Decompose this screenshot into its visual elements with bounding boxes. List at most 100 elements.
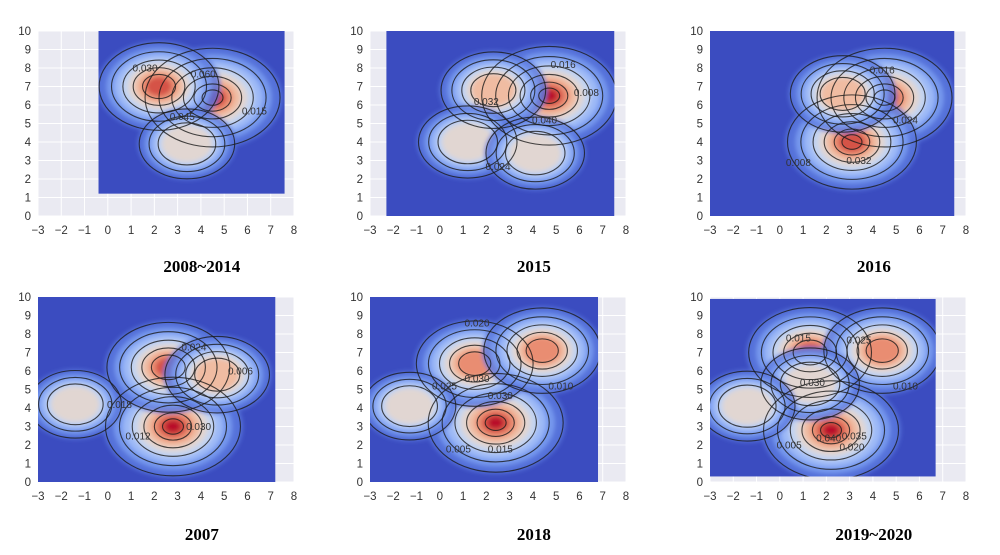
- contour-line: [144, 47, 281, 148]
- contour-line: [437, 119, 499, 165]
- y-tick-label: 9: [25, 45, 31, 57]
- y-tick-label: 9: [357, 45, 363, 57]
- density-fill: [370, 306, 599, 474]
- x-tick-label: 7: [268, 491, 274, 503]
- panel-2015: 0.016 0.032 0.040 0.008 0.024 −3 −2 −1 0 1 2 3 4 5 6 7 8…: [350, 26, 629, 276]
- x-tick-label: 0: [777, 225, 783, 237]
- contour-line: [194, 357, 241, 392]
- y-tick-label: 6: [25, 366, 31, 378]
- y-tick-label: 1: [697, 459, 703, 471]
- contour-line: [461, 66, 526, 114]
- panel-2016: 0.016 0.024 0.008 0.032 −3 −2 −1 0 1 2 3 4 5 6 7 8 0 1 2 3 4…: [690, 26, 969, 276]
- density-layer: [710, 31, 955, 216]
- y-tick-label: 3: [25, 422, 31, 434]
- density-band: [784, 365, 836, 403]
- contour-line: [779, 361, 841, 407]
- tick-labels: −3 −2 −1 0 1 2 3 4 5 6 7 8 0 1 2 3 4 5 6 7 8 9 10: [350, 26, 629, 237]
- y-tick-label: 3: [697, 422, 703, 434]
- x-tick-label: 4: [870, 225, 877, 237]
- x-tick-label: 1: [460, 491, 466, 503]
- contour-line: [833, 128, 871, 156]
- density-band: [385, 388, 434, 424]
- contour-line: [483, 307, 599, 394]
- x-tick-label: −1: [410, 225, 423, 237]
- contour-lines: [417, 45, 615, 190]
- contour-line: [157, 122, 217, 166]
- contour-line: [538, 87, 561, 104]
- contour-line: [175, 343, 260, 406]
- y-tick-label: 10: [18, 292, 31, 304]
- y-tick-label: 3: [357, 422, 363, 434]
- contour-line: [104, 376, 242, 477]
- contour-line: [427, 329, 522, 399]
- y-tick-label: 7: [697, 348, 703, 360]
- x-tick-label: 3: [506, 225, 512, 237]
- contour-line: [495, 316, 590, 386]
- x-tick-label: −3: [703, 491, 716, 503]
- contour-label: 0.015: [488, 444, 513, 455]
- x-tick-label: 4: [530, 491, 537, 503]
- contour-line: [131, 396, 215, 457]
- y-tick-label: 1: [357, 193, 363, 205]
- y-tick-label: 0: [697, 211, 703, 223]
- contour-line: [810, 70, 875, 118]
- contour-line: [835, 316, 930, 386]
- x-tick-label: 0: [437, 225, 443, 237]
- contour-lines: [370, 307, 599, 473]
- x-tick-label: −1: [410, 491, 423, 503]
- y-tick-label: 1: [25, 193, 31, 205]
- contour-line: [466, 400, 526, 445]
- x-tick-label: 6: [244, 491, 250, 503]
- x-tick-label: 5: [553, 491, 559, 503]
- panel-2019-2020: 0.015 0.025 0.030 0.010 0.005 0.040 0.0350.020…: [690, 292, 969, 544]
- x-tick-label: 2: [483, 225, 489, 237]
- contour-line: [823, 121, 881, 163]
- x-tick-label: −1: [750, 225, 763, 237]
- x-tick-label: 7: [940, 225, 946, 237]
- contour-line: [819, 421, 843, 439]
- contour-line: [440, 51, 547, 130]
- density-layer: [370, 297, 599, 482]
- contour-label: 0.030: [465, 374, 490, 385]
- contour-line: [193, 83, 232, 112]
- panel-title: 2015: [517, 257, 551, 276]
- y-tick-label: 5: [25, 119, 31, 131]
- contour-line: [760, 347, 860, 421]
- contour-label: 0.025: [846, 335, 871, 346]
- x-tick-label: 5: [221, 491, 227, 503]
- contour-line: [161, 418, 185, 435]
- contour-label: 0.006: [228, 367, 253, 378]
- x-tick-label: 1: [460, 225, 466, 237]
- contour-line: [854, 75, 915, 120]
- x-tick-label: 8: [623, 225, 629, 237]
- contour-line: [381, 385, 439, 428]
- contour-line: [46, 383, 104, 426]
- x-tick-label: 7: [940, 491, 946, 503]
- contour-line: [525, 338, 559, 363]
- contour-label: 0.008: [786, 158, 811, 169]
- tick-labels: −3 −2 −1 0 1 2 3 4 5 6 7 8 0 1 2 3 4 5 6 7 8 9 10: [18, 292, 297, 503]
- x-tick-label: 8: [291, 225, 297, 237]
- y-tick-label: 8: [357, 63, 363, 75]
- x-tick-label: 2: [823, 491, 829, 503]
- y-tick-label: 7: [25, 348, 31, 360]
- density-peak: [38, 369, 124, 440]
- y-tick-label: 10: [350, 292, 363, 304]
- contour-line: [182, 75, 243, 120]
- x-tick-label: 5: [553, 225, 559, 237]
- x-tick-label: −2: [387, 225, 400, 237]
- y-tick-label: 9: [697, 311, 703, 323]
- panel-title: 2016: [857, 257, 891, 276]
- y-tick-label: 3: [697, 156, 703, 168]
- contour-line: [417, 105, 518, 179]
- contour-line: [801, 408, 861, 453]
- tick-labels: −3 −2 −1 0 1 2 3 4 5 6 7 8 0 1 2 3 4 5 6 7 8 9 10: [690, 292, 969, 503]
- y-tick-label: 4: [357, 137, 364, 149]
- contour-line: [164, 335, 271, 414]
- x-tick-label: 5: [221, 225, 227, 237]
- contour-line: [846, 324, 918, 377]
- y-tick-label: 4: [697, 137, 704, 149]
- y-tick-label: 0: [357, 477, 363, 489]
- density-band: [524, 337, 561, 364]
